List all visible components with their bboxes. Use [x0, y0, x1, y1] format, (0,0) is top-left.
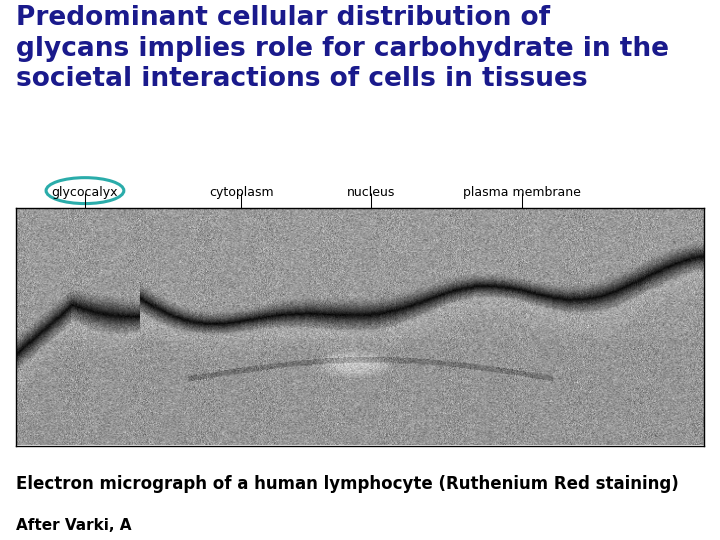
Text: plasma membrane: plasma membrane: [463, 186, 581, 199]
Text: Electron micrograph of a human lymphocyte (Ruthenium Red staining): Electron micrograph of a human lymphocyt…: [16, 475, 678, 493]
Text: nucleus: nucleus: [346, 186, 395, 199]
Text: 200 nm: 200 nm: [562, 426, 608, 439]
Text: After Varki, A: After Varki, A: [16, 518, 131, 534]
Text: glycocalyx: glycocalyx: [52, 186, 118, 199]
Text: Predominant cellular distribution of
glycans implies role for carbohydrate in th: Predominant cellular distribution of gly…: [16, 5, 669, 92]
Text: cytoplasm: cytoplasm: [209, 186, 274, 199]
